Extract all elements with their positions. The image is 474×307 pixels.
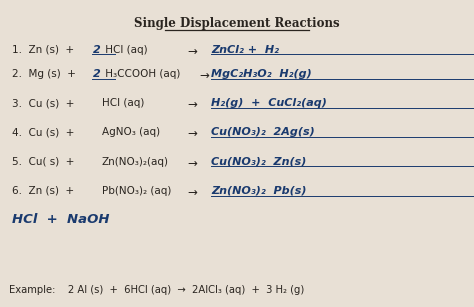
Text: →: →	[187, 127, 197, 140]
Text: →: →	[187, 98, 197, 111]
Text: H₃CCOOH (aq): H₃CCOOH (aq)	[102, 69, 180, 79]
Text: 6.  Zn (s)  +: 6. Zn (s) +	[12, 186, 74, 196]
Text: 3.  Cu (s)  +: 3. Cu (s) +	[12, 98, 74, 108]
Text: MgC₂H₃O₂  H₂(g): MgC₂H₃O₂ H₂(g)	[211, 69, 312, 79]
Text: H₂(g)  +  CuCl₂(aq): H₂(g) + CuCl₂(aq)	[211, 98, 327, 108]
Text: HCl (aq): HCl (aq)	[102, 45, 147, 55]
Text: Example:    2 Al (s)  +  6HCl (aq)  →  2AlCl₃ (aq)  +  3 H₂ (g): Example: 2 Al (s) + 6HCl (aq) → 2AlCl₃ (…	[9, 285, 304, 295]
Text: 5.  Cu( s)  +: 5. Cu( s) +	[12, 157, 74, 167]
Text: Zn(NO₃)₂  Pb(s): Zn(NO₃)₂ Pb(s)	[211, 186, 306, 196]
Text: HCl (aq): HCl (aq)	[102, 98, 144, 108]
Text: 2.  Mg (s)  +: 2. Mg (s) +	[12, 69, 76, 79]
Text: 2: 2	[92, 45, 100, 55]
Text: →: →	[187, 157, 197, 169]
Text: ZnCl₂ +  H₂: ZnCl₂ + H₂	[211, 45, 279, 55]
Text: Cu(NO₃)₂  Zn(s): Cu(NO₃)₂ Zn(s)	[211, 157, 306, 167]
Text: Zn(NO₃)₂(aq): Zn(NO₃)₂(aq)	[102, 157, 169, 167]
Text: HCl  +  NaOH: HCl + NaOH	[12, 213, 109, 226]
Text: AgNO₃ (aq): AgNO₃ (aq)	[102, 127, 160, 138]
Text: 2: 2	[92, 69, 100, 79]
Text: Pb(NO₃)₂ (aq): Pb(NO₃)₂ (aq)	[102, 186, 171, 196]
Text: 1.  Zn (s)  +: 1. Zn (s) +	[12, 45, 74, 55]
Text: →: →	[187, 186, 197, 199]
Text: Cu(NO₃)₂  2Ag(s): Cu(NO₃)₂ 2Ag(s)	[211, 127, 315, 138]
Text: →: →	[199, 69, 209, 82]
Text: →: →	[187, 45, 197, 57]
Text: 4.  Cu (s)  +: 4. Cu (s) +	[12, 127, 74, 138]
Text: Single Displacement Reactions: Single Displacement Reactions	[134, 17, 340, 30]
